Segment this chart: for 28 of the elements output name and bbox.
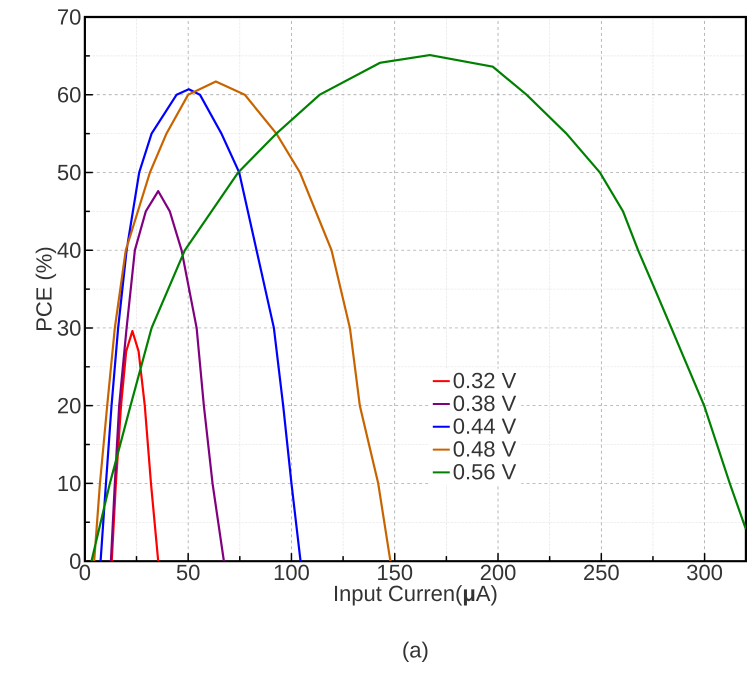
x-tick-label: 200 (480, 564, 516, 580)
y-tick-label: 70 (58, 9, 80, 25)
x-axis-title: Input Curren(μA) (335, 585, 496, 606)
x-tick-label: 100 (274, 564, 309, 580)
x-tick-label: 50 (176, 564, 200, 580)
text: (a) (403, 642, 428, 662)
line-series (110, 330, 160, 562)
y-tick-label: 40 (57, 242, 80, 258)
y-tick-label: 20 (58, 398, 80, 414)
x-tick-label: 250 (584, 564, 619, 580)
x-tick-label: 300 (687, 564, 722, 580)
x-tick-label: 0 (80, 564, 90, 580)
legend-label: 0.48 V (454, 441, 516, 457)
line-series (90, 54, 746, 562)
x-tick-label: 150 (378, 564, 412, 580)
line-series (93, 80, 392, 562)
line-series (110, 190, 225, 562)
legend-label: 0.44 V (454, 418, 516, 434)
y-tick-label: 10 (58, 476, 80, 492)
y-tick-label: 0 (70, 553, 81, 569)
legend-label: 0.32 V (454, 372, 516, 388)
y-tick-label: 60 (58, 86, 80, 102)
legend-label: 0.56 V (454, 464, 516, 480)
y-axis-title: PCE (%) (36, 248, 56, 330)
y-tick-label: 30 (58, 320, 80, 336)
legend-label: 0.38 V (454, 396, 516, 412)
line-series (99, 88, 302, 562)
y-tick-label: 50 (58, 164, 80, 180)
